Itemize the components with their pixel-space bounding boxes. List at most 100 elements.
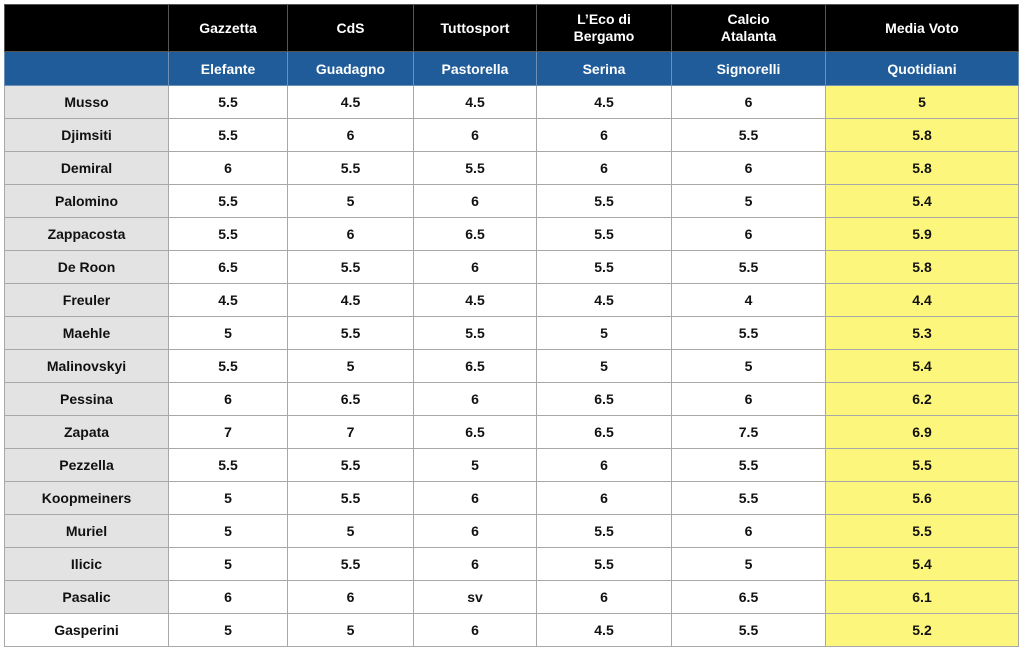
data-row: Palomino 5.5 5 6 5.5 5 5.4: [4, 184, 1019, 218]
rating-cell: 6: [413, 481, 537, 515]
player-name: Muriel: [4, 514, 169, 548]
rating-cell: 6: [287, 580, 414, 614]
header-cell: Gazzetta: [168, 4, 288, 52]
rating-cell: 5.5: [413, 151, 537, 185]
data-row: Gasperini 5 5 6 4.5 5.5 5.2: [4, 613, 1019, 647]
rating-cell: 5.5: [671, 316, 826, 350]
rating-cell: 7.5: [671, 415, 826, 449]
player-name: Malinovskyi: [4, 349, 169, 383]
player-name: Musso: [4, 85, 169, 119]
data-row: Maehle 5 5.5 5.5 5 5.5 5.3: [4, 316, 1019, 350]
player-name: Zapata: [4, 415, 169, 449]
data-row: Ilicic 5 5.5 6 5.5 5 5.4: [4, 547, 1019, 581]
rating-cell: 4.5: [168, 283, 288, 317]
data-row: De Roon 6.5 5.5 6 5.5 5.5 5.8: [4, 250, 1019, 284]
average-cell: 5.8: [825, 250, 1019, 284]
header-cell: Calcio Atalanta: [671, 4, 826, 52]
header-row: Gazzetta CdS Tuttosport L’Eco di Bergamo Cal…: [4, 4, 1019, 52]
rating-cell: 5.5: [671, 448, 826, 482]
rating-cell: 5: [536, 349, 672, 383]
rating-cell: 6: [671, 151, 826, 185]
rating-cell: 6.5: [536, 382, 672, 416]
rating-cell: 5.5: [536, 217, 672, 251]
rating-cell: 6: [413, 382, 537, 416]
rating-cell: 5.5: [168, 85, 288, 119]
rating-cell: 5.5: [287, 250, 414, 284]
header-cell: CdS: [287, 4, 414, 52]
average-cell: 4.4: [825, 283, 1019, 317]
rating-cell: 4.5: [536, 85, 672, 119]
rating-cell: 6: [413, 184, 537, 218]
rating-cell: 6: [536, 448, 672, 482]
player-name: Demiral: [4, 151, 169, 185]
header-cell: Media Voto: [825, 4, 1019, 52]
rating-cell: 5.5: [671, 250, 826, 284]
rating-cell: 6: [413, 514, 537, 548]
rating-cell: 5.5: [168, 448, 288, 482]
subheader-cell: Elefante: [168, 51, 288, 86]
rating-cell: 4.5: [536, 283, 672, 317]
rating-cell: 6: [168, 382, 288, 416]
player-name: Zappacosta: [4, 217, 169, 251]
player-name: Pezzella: [4, 448, 169, 482]
rating-cell: 5: [287, 349, 414, 383]
rating-cell: 5: [671, 184, 826, 218]
rating-cell: 5.5: [536, 184, 672, 218]
rating-cell: 5: [168, 316, 288, 350]
average-cell: 5.5: [825, 514, 1019, 548]
ratings-table: Gazzetta CdS Tuttosport L’Eco di Bergamo Cal…: [4, 4, 1019, 647]
rating-cell: 6.5: [413, 217, 537, 251]
subheader-cell: Quotidiani: [825, 51, 1019, 86]
rating-cell: 6.5: [287, 382, 414, 416]
data-row: Musso 5.5 4.5 4.5 4.5 6 5: [4, 85, 1019, 119]
rating-cell: 6: [536, 580, 672, 614]
rating-cell: 5: [287, 514, 414, 548]
data-row: Pessina 6 6.5 6 6.5 6 6.2: [4, 382, 1019, 416]
rating-cell: 5.5: [168, 184, 288, 218]
rating-cell: 7: [287, 415, 414, 449]
rating-cell: 6: [671, 85, 826, 119]
rating-cell: 6: [671, 514, 826, 548]
rating-cell: 6: [413, 118, 537, 152]
header-cell: Tuttosport: [413, 4, 537, 52]
rating-cell: 6.5: [168, 250, 288, 284]
rating-cell: 5.5: [536, 514, 672, 548]
rating-cell: 4.5: [287, 85, 414, 119]
rating-cell: 7: [168, 415, 288, 449]
rating-cell: 6: [168, 580, 288, 614]
subheader-cell: Serina: [536, 51, 672, 86]
rating-cell: 4: [671, 283, 826, 317]
data-row: Demiral 6 5.5 5.5 6 6 5.8: [4, 151, 1019, 185]
rating-cell: 6: [168, 151, 288, 185]
rating-cell: 6: [287, 217, 414, 251]
rating-cell: 6.5: [536, 415, 672, 449]
average-cell: 5: [825, 85, 1019, 119]
rating-cell: 6: [671, 382, 826, 416]
header-cell: L’Eco di Bergamo: [536, 4, 672, 52]
average-cell: 5.2: [825, 613, 1019, 647]
player-name: Pasalic: [4, 580, 169, 614]
subheader-cell: [4, 51, 169, 86]
average-cell: 6.1: [825, 580, 1019, 614]
header-text: Gazzetta: [199, 19, 257, 36]
subheader-cell: Signorelli: [671, 51, 826, 86]
rating-cell: 4.5: [536, 613, 672, 647]
player-name: Pessina: [4, 382, 169, 416]
rating-cell: 4.5: [287, 283, 414, 317]
data-row: Freuler 4.5 4.5 4.5 4.5 4 4.4: [4, 283, 1019, 317]
player-name: Koopmeiners: [4, 481, 169, 515]
rating-cell: 4.5: [413, 283, 537, 317]
data-row: Djimsiti 5.5 6 6 6 5.5 5.8: [4, 118, 1019, 152]
rating-cell: 5: [168, 547, 288, 581]
rating-cell: 6: [536, 118, 672, 152]
rating-cell: 6: [413, 613, 537, 647]
player-name: Maehle: [4, 316, 169, 350]
data-row: Zappacosta 5.5 6 6.5 5.5 6 5.9: [4, 217, 1019, 251]
rating-cell: 5.5: [168, 217, 288, 251]
average-cell: 5.3: [825, 316, 1019, 350]
player-name: Ilicic: [4, 547, 169, 581]
rating-cell: 5.5: [287, 448, 414, 482]
rating-cell: 5: [671, 547, 826, 581]
average-cell: 5.4: [825, 547, 1019, 581]
